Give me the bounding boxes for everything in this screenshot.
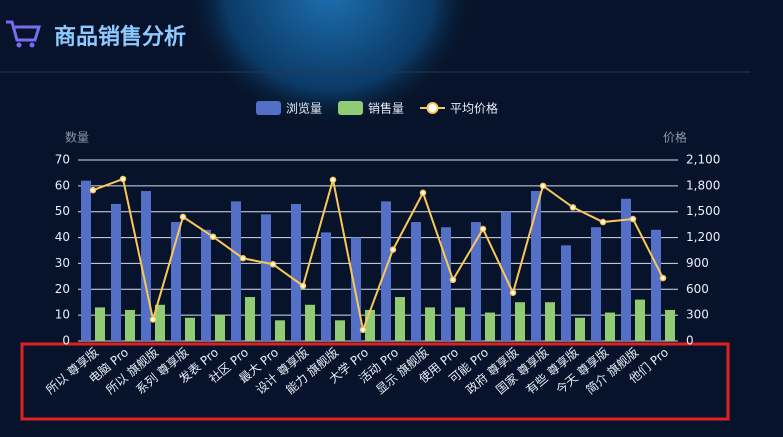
legend-swatch	[338, 101, 363, 115]
line	[92, 177, 664, 334]
y2-tick-label: 1,800	[686, 178, 720, 192]
bar	[261, 214, 271, 341]
y-tick-label: 40	[55, 230, 70, 244]
bar	[185, 317, 195, 341]
bar	[591, 227, 601, 341]
y2-axis-label: 价格	[663, 130, 687, 145]
legend-label: 浏览量	[286, 101, 322, 116]
bar	[485, 312, 495, 341]
bar	[171, 222, 181, 341]
y-tick-label: 50	[55, 204, 70, 218]
legend-swatch	[256, 101, 281, 115]
line-point	[449, 276, 457, 284]
line-point	[359, 326, 367, 334]
y2-tick-label: 1,200	[686, 230, 720, 244]
chart-title: 商品销售分析	[54, 24, 186, 50]
y2-tick-label: 1,500	[686, 204, 720, 218]
bar	[621, 198, 631, 341]
y2-tick-label: 600	[686, 282, 709, 296]
bar	[425, 307, 435, 341]
bar	[291, 203, 301, 341]
y-tick-label: 30	[55, 256, 70, 270]
bar	[305, 304, 315, 341]
bar	[575, 317, 585, 341]
line-point	[179, 213, 187, 221]
bar	[125, 309, 135, 341]
bar	[651, 229, 661, 341]
y-tick-label: 60	[55, 178, 70, 192]
y-tick-label: 20	[55, 282, 70, 296]
bar	[365, 309, 375, 341]
cart-icon	[6, 20, 42, 48]
line-point	[569, 204, 577, 211]
line-point	[149, 316, 157, 323]
highlight-box	[20, 342, 730, 421]
bar	[665, 309, 675, 341]
bar	[81, 180, 91, 341]
line-point	[119, 175, 127, 183]
bar	[531, 191, 541, 341]
bar	[351, 237, 361, 341]
line-point	[629, 215, 637, 223]
bar	[441, 227, 451, 341]
bar	[321, 232, 331, 341]
y-tick-label: 0	[62, 334, 70, 348]
line-point	[329, 176, 337, 184]
bar	[231, 201, 241, 341]
line-point	[419, 189, 427, 197]
bar	[395, 297, 405, 341]
bar	[561, 245, 571, 341]
bar	[245, 297, 255, 341]
bar	[455, 307, 465, 341]
bar	[141, 191, 151, 341]
bar	[201, 229, 211, 341]
bar	[155, 304, 165, 341]
bar	[635, 299, 645, 341]
globe	[180, 0, 480, 160]
bar	[545, 302, 555, 341]
bar	[215, 315, 225, 341]
legend-swatch	[426, 102, 439, 114]
legend-label: 销售量	[368, 101, 404, 116]
y-tick-label: 70	[55, 153, 70, 167]
line-point	[209, 233, 217, 240]
bar	[111, 203, 121, 341]
y-tick-label: 10	[55, 308, 70, 322]
line-point	[509, 289, 517, 296]
line-point	[479, 225, 487, 233]
line-point	[299, 282, 307, 290]
bar	[411, 222, 421, 341]
bar	[471, 222, 481, 341]
bar	[515, 302, 525, 341]
y2-tick-label: 900	[686, 256, 709, 270]
line-point	[269, 261, 277, 268]
bar	[605, 312, 615, 341]
bar	[95, 307, 105, 341]
y2-tick-label: 2,100	[686, 153, 720, 167]
line-point	[539, 182, 547, 190]
legend-label: 平均价格	[450, 101, 498, 116]
y2-tick-label: 0	[686, 334, 694, 348]
bar	[275, 320, 285, 341]
line-point	[599, 218, 607, 226]
line-point	[239, 255, 247, 262]
bar	[335, 320, 345, 341]
y-axis-label: 数量	[65, 130, 89, 145]
line-point	[389, 246, 397, 253]
line-point	[89, 186, 97, 194]
y2-tick-label: 300	[686, 308, 709, 322]
line-point	[659, 274, 667, 282]
